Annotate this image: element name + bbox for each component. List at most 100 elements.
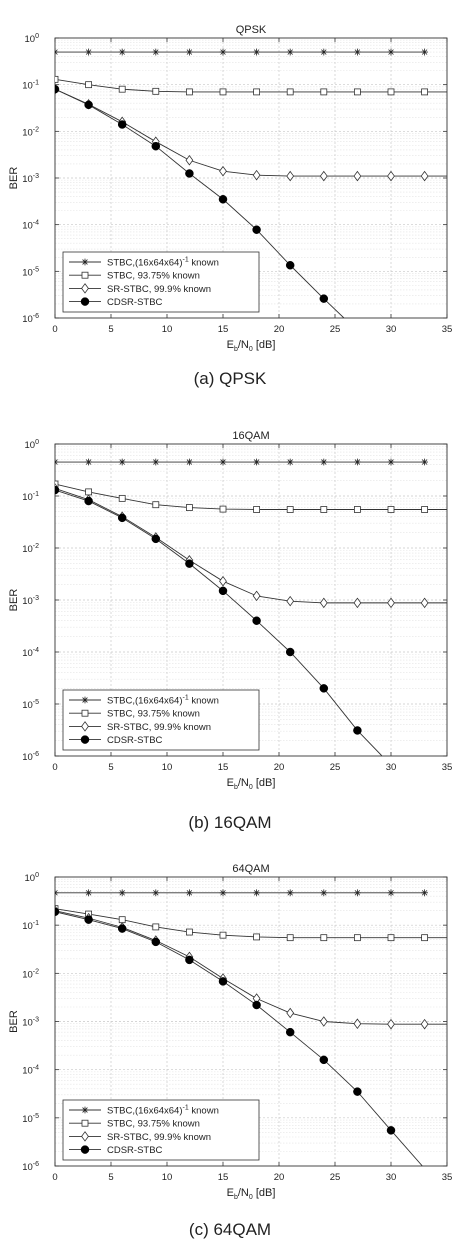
chart-title: 64QAM	[232, 863, 269, 875]
marker-diamond	[219, 575, 227, 587]
x-tick-label: 20	[274, 1172, 285, 1183]
y-tick-exponent: -1	[33, 920, 39, 927]
marker-stroke	[55, 461, 58, 465]
legend-item: SR-STBC, 99.9% known	[69, 283, 211, 295]
marker-square	[118, 916, 126, 924]
y-tick-label: 10-4	[22, 220, 39, 232]
y-tick-exponent: -1	[33, 80, 39, 87]
legend-label-text: SR-STBC, 99.9% known	[107, 1132, 211, 1143]
series-circle	[55, 485, 383, 756]
marker-star	[421, 458, 428, 466]
marker-star	[81, 696, 89, 704]
marker-stroke	[220, 890, 226, 896]
marker-stroke	[421, 49, 428, 55]
marker-circle	[285, 261, 295, 270]
legend-label: CDSR-STBC	[107, 297, 163, 308]
marker-square	[353, 934, 361, 942]
legend-label-sup: -1	[183, 695, 189, 702]
y-tick-label: 10-6	[22, 313, 39, 325]
marker-stroke	[82, 697, 88, 703]
legend: STBC,(16x64x64)-1 known STBC, 93.75% know…	[62, 1099, 260, 1161]
marker-stroke	[153, 459, 159, 465]
y-tick-exponent: -3	[33, 173, 39, 180]
x-label-sub: 0	[249, 1194, 253, 1201]
legend-label-text: known	[189, 1106, 219, 1117]
marker-circle	[117, 120, 127, 129]
marker-star	[421, 48, 428, 56]
x-label-sub: b	[234, 784, 238, 791]
y-tick-exponent: -2	[33, 126, 39, 133]
marker-circle	[185, 559, 194, 568]
x-label-sub: 0	[249, 346, 253, 353]
y-tick-label: 10-5	[22, 266, 39, 278]
marker-stroke	[321, 49, 327, 55]
x-tick-label: 5	[108, 1172, 113, 1183]
marker-circle	[319, 1055, 329, 1065]
y-tick-base: 10	[22, 81, 33, 92]
marker-star	[286, 48, 294, 56]
legend-label-text: CDSR-STBC	[107, 735, 163, 746]
marker-star	[118, 889, 126, 897]
legend-label: SR-STBC, 99.9% known	[107, 1132, 211, 1143]
chart-panel-3: 0 5 10 15 20 25 30 3510010-110-210-310-410-510-…	[8, 863, 452, 1239]
y-tick-exponent: -3	[33, 595, 39, 602]
marker-star	[152, 458, 160, 466]
marker-diamond	[387, 170, 395, 182]
marker-stroke	[388, 890, 394, 896]
y-tick-exponent: -6	[33, 1161, 39, 1168]
marker-circle	[252, 616, 261, 625]
marker-circle	[252, 1000, 261, 1010]
y-tick-label: 100	[25, 439, 40, 451]
legend-item: SR-STBC, 99.9% known	[69, 721, 211, 733]
marker-square	[286, 506, 294, 513]
x-tick-label: 0	[52, 1172, 57, 1183]
y-tick-exponent: -4	[33, 220, 39, 227]
legend-item: STBC,(16x64x64)-1 known	[69, 1105, 219, 1117]
marker-circle	[185, 955, 194, 965]
chart-title: 16QAM	[232, 430, 269, 442]
marker-stroke	[220, 459, 226, 465]
marker-square	[81, 1119, 89, 1127]
y-tick-base: 10	[22, 492, 33, 503]
y-tick-exponent: -5	[33, 1113, 39, 1120]
legend-label: CDSR-STBC	[107, 735, 163, 746]
marker-square	[253, 506, 261, 513]
x-tick-label: 10	[162, 762, 173, 773]
marker-star	[286, 458, 294, 466]
x-axis-label: Eb/N0 [dB]	[227, 1187, 276, 1201]
marker-square	[85, 488, 92, 496]
marker-square	[320, 934, 328, 942]
marker-square	[320, 88, 328, 96]
x-tick-label: 35	[442, 762, 453, 773]
series-star	[55, 48, 428, 56]
y-tick-base: 10	[22, 544, 33, 555]
marker-diamond	[319, 170, 328, 182]
marker-square	[219, 505, 227, 513]
y-tick-exponent: -5	[33, 266, 39, 273]
y-tick-label: 10-3	[22, 1017, 39, 1029]
figure-caption: (c) 64QAM	[189, 1220, 271, 1239]
legend-label: SR-STBC, 99.9% known	[107, 284, 211, 295]
marker-stroke	[354, 49, 361, 55]
legend-label: CDSR-STBC	[107, 1145, 163, 1156]
legend-label-text: STBC, 93.75% known	[107, 709, 200, 720]
y-tick-label: 10-1	[22, 80, 39, 92]
marker-diamond	[252, 169, 261, 181]
marker-stroke	[186, 890, 193, 896]
y-tick-base: 10	[22, 1162, 33, 1173]
legend-label-sup: -1	[183, 257, 189, 264]
y-axis-label: BER	[8, 1010, 20, 1033]
marker-square	[152, 87, 160, 95]
marker-stroke	[287, 459, 293, 465]
marker-square	[185, 928, 193, 936]
y-tick-base: 10	[22, 314, 33, 325]
marker-stroke	[119, 459, 125, 465]
marker-square	[387, 934, 395, 942]
y-axis-label: BER	[8, 589, 20, 612]
legend-label-text: CDSR-STBC	[107, 297, 163, 308]
y-tick-exponent: -2	[33, 543, 39, 550]
marker-stroke	[186, 49, 193, 55]
marker-stroke	[388, 459, 394, 465]
y-tick-base: 10	[22, 1114, 33, 1125]
marker-square	[286, 934, 294, 942]
